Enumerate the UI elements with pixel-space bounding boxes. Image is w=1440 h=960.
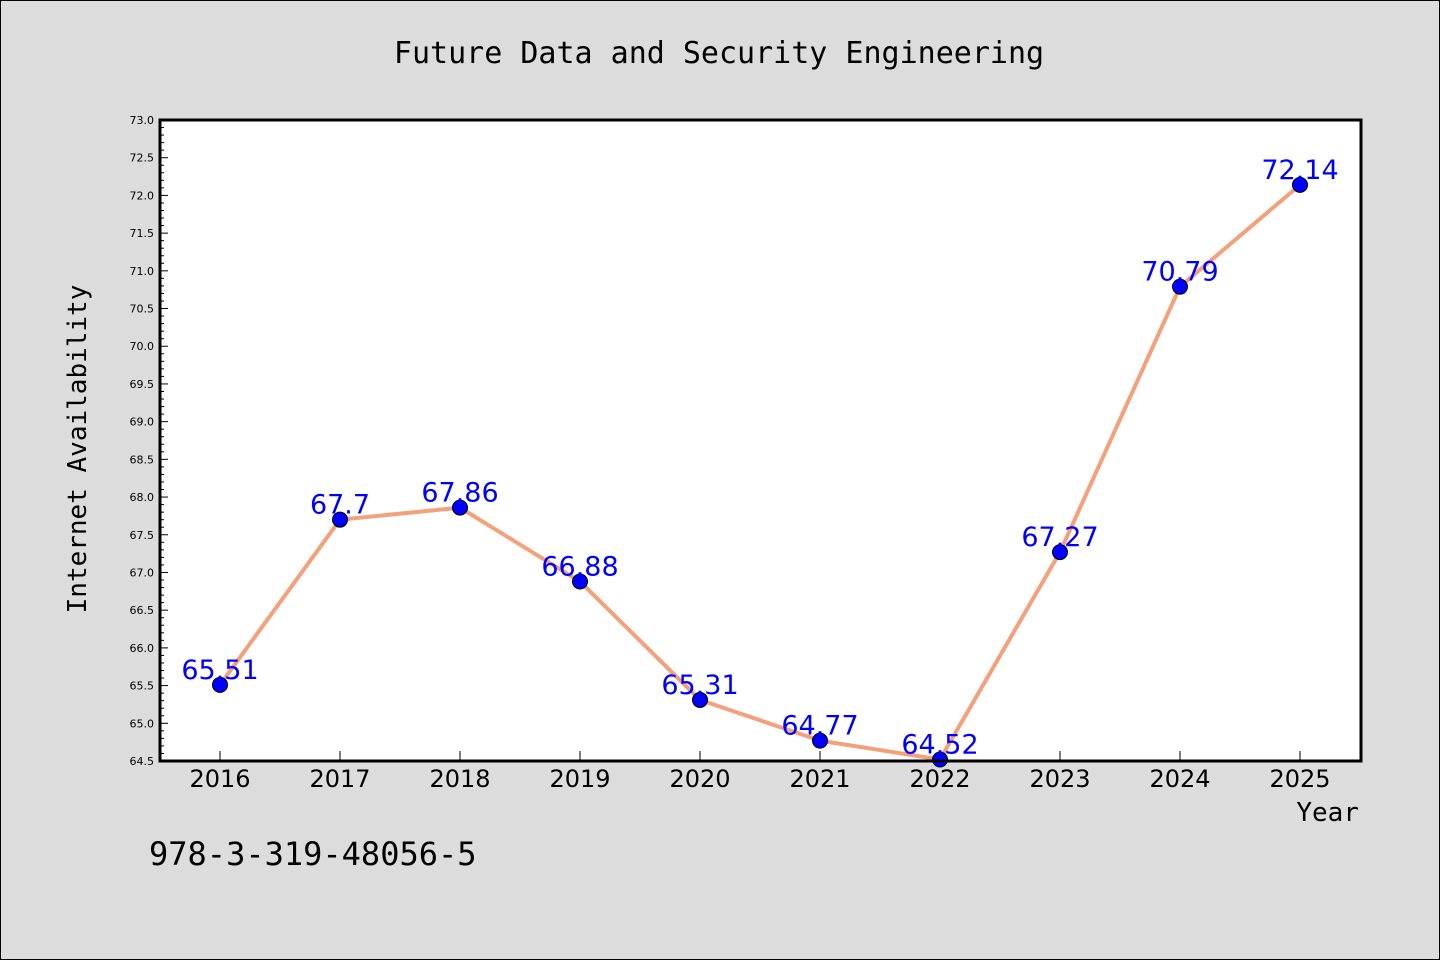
x-axis-label: Year: [1296, 798, 1359, 828]
isbn-footer: 978-3-319-48056-5: [149, 835, 477, 873]
data-label: 67.27: [1021, 522, 1098, 553]
y-tick-label: 71.0: [130, 265, 155, 278]
y-tick-label: 68.5: [130, 453, 155, 466]
data-point: [1052, 544, 1068, 561]
plot-area: [160, 120, 1361, 761]
data-label: 72.14: [1261, 155, 1338, 186]
y-tick-label: 72.5: [130, 152, 155, 165]
y-axis-label: Internet Availability: [63, 285, 93, 614]
x-tick-label: 2025: [1269, 765, 1330, 793]
y-tick-label: 68.0: [130, 491, 155, 504]
data-point: [212, 676, 228, 693]
data-point: [332, 511, 348, 528]
x-tick-label: 2021: [789, 765, 850, 793]
data-label: 64.77: [781, 711, 858, 742]
data-label: 70.79: [1141, 257, 1218, 288]
x-tick-label: 2024: [1149, 765, 1210, 793]
x-tick-label: 2016: [189, 765, 250, 793]
plot-frame: [158, 118, 1363, 763]
y-tick-label: 66.0: [130, 642, 155, 655]
y-tick-label: 72.0: [130, 189, 155, 202]
y-tick-label: 71.5: [130, 227, 155, 240]
data-point: [812, 732, 828, 749]
data-label: 66.88: [541, 552, 618, 583]
y-tick-label: 67.5: [130, 529, 155, 542]
data-point: [452, 499, 468, 516]
y-tick-label: 65.0: [130, 717, 155, 730]
x-tick-label: 2019: [549, 765, 610, 793]
y-tick-label: 66.5: [130, 604, 155, 617]
y-tick-label: 65.5: [130, 680, 155, 693]
x-tick-label: 2017: [309, 765, 370, 793]
data-label: 64.52: [901, 729, 978, 760]
data-point: [932, 751, 948, 768]
data-point: [572, 573, 588, 590]
series-line-group: 65.51 67.7 67.86 66.88 65.31 64.77 64.52 67.27 7…: [181, 155, 1339, 768]
x-tick-label: 2022: [909, 765, 970, 793]
y-tick-label: 67.0: [130, 566, 155, 579]
y-tick-label: 69.0: [130, 416, 155, 429]
data-point: [1292, 176, 1308, 193]
y-tick-label: 70.0: [130, 340, 155, 353]
data-label: 65.51: [181, 655, 258, 686]
chart-title: Future Data and Security Engineering: [394, 36, 1044, 71]
data-label: 67.7: [310, 490, 370, 521]
y-tick-label: 70.5: [130, 303, 155, 316]
data-label: 65.31: [661, 670, 738, 701]
series-line: [218, 183, 1302, 762]
y-tick-label: 64.5: [130, 755, 155, 768]
y-axis-ticks: 64.5 65.0 65.5 66.0 66.5 67.0 67.5 68.0 68.5 69.0…: [130, 114, 168, 768]
y-tick-label: 73.0: [130, 114, 155, 127]
data-label: 67.86: [421, 478, 498, 509]
data-point: [692, 691, 708, 708]
x-axis-ticks: 2016 2017 2018 2019 2020 2021 2022 2023 2024 2025: [189, 751, 1331, 793]
x-tick-label: 2020: [669, 765, 730, 793]
x-tick-label: 2018: [429, 765, 490, 793]
data-point: [1172, 278, 1188, 295]
y-tick-label: 69.5: [130, 378, 155, 391]
x-tick-label: 2023: [1029, 765, 1090, 793]
